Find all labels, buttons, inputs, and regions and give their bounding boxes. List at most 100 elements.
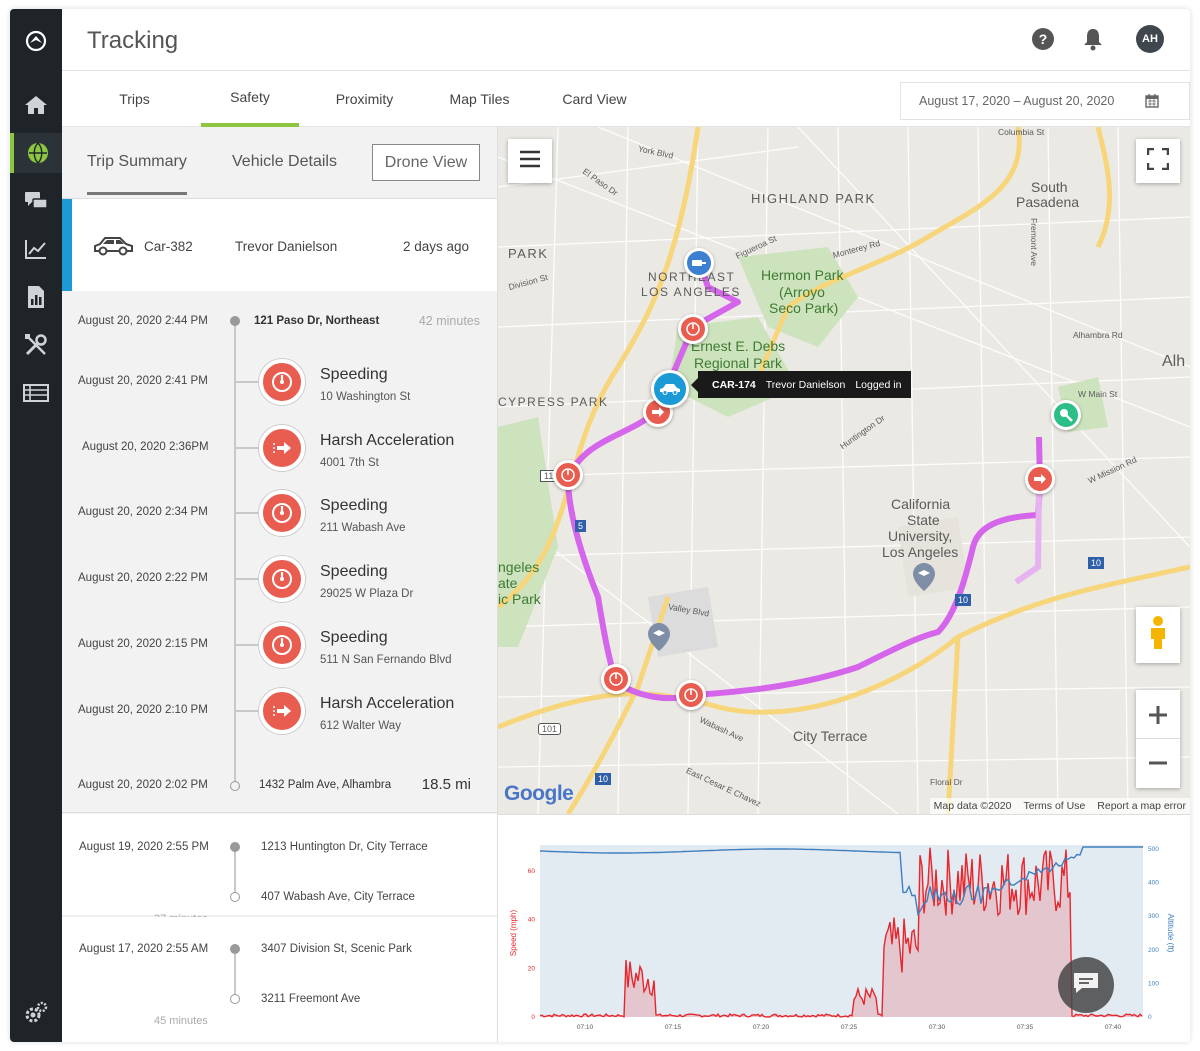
event-address: 4001 7th St <box>320 457 379 469</box>
university-pin-icon <box>913 563 935 596</box>
drone-view-button[interactable]: Drone View <box>372 144 480 181</box>
timeline-connector <box>234 512 260 514</box>
map-label: University, <box>888 528 953 544</box>
trip-start-time: August 20, 2020 2:44 PM <box>78 315 208 327</box>
fullscreen-icon <box>1146 147 1170 175</box>
right-axis-tick: 0 <box>1148 1014 1152 1021</box>
subtab-vehicle-details[interactable]: Vehicle Details <box>232 153 337 170</box>
timeline-connector <box>234 447 260 449</box>
tab-proximity[interactable]: Proximity <box>335 91 394 107</box>
terms-link[interactable]: Terms of Use <box>1023 800 1086 812</box>
chart-canvas: 0 20 40 60 0 100 200 300 400 500 07:10 07:15 07:20 07… <box>509 845 1175 1031</box>
left-axis-title: Speed (mph) <box>509 910 518 957</box>
avatar[interactable]: AH <box>1136 25 1164 53</box>
zoom-in-icon[interactable] <box>1136 691 1180 739</box>
event-address: 211 Wabash Ave <box>320 522 406 534</box>
vehicle-row[interactable]: Car-382 Trevor Danielson 2 days ago <box>62 199 497 291</box>
chart-icon[interactable] <box>10 229 62 269</box>
altitude-line <box>539 846 1143 917</box>
tooltip-driver: Trevor Danielson <box>765 378 846 391</box>
map-label: Regional Park <box>694 355 782 371</box>
vehicle-name: Car-382 <box>144 239 193 254</box>
timeline-line <box>234 847 236 897</box>
trip-end-marker[interactable] <box>1051 400 1081 430</box>
logo-icon[interactable] <box>10 21 62 61</box>
x-axis-tick: 07:35 <box>1017 1024 1034 1031</box>
chat-button[interactable] <box>1058 957 1114 1013</box>
event-type: Speeding <box>320 366 388 383</box>
x-axis-tick: 07:25 <box>841 1024 858 1031</box>
map-label: Ernest E. Debs <box>691 338 786 354</box>
report-link[interactable]: Report a map error <box>1097 800 1186 812</box>
street-label: Alhambra Rd <box>1073 330 1123 340</box>
fullscreen-button[interactable] <box>1136 139 1180 183</box>
zoom-out-icon[interactable] <box>1136 739 1180 787</box>
speeding-marker[interactable] <box>601 664 631 694</box>
trip-to: 3211 Freemont Ave <box>261 993 361 1005</box>
trip-distance: 18.5 mi <box>421 776 471 793</box>
map[interactable]: HIGHLAND PARK South Pasadena PARK NORTHE… <box>498 127 1190 814</box>
event-address: 29025 W Plaza Dr <box>320 588 414 600</box>
home-icon[interactable] <box>10 85 62 125</box>
trip-start-dot <box>230 842 240 852</box>
trip-end-dot <box>230 781 240 791</box>
globe-icon[interactable] <box>10 133 62 173</box>
trip-start-address: 121 Paso Dr, Northeast <box>254 315 380 327</box>
event-time: August 20, 2020 2:10 PM <box>78 704 208 716</box>
svg-text:?: ? <box>1039 31 1048 47</box>
highway-shield: 5 <box>575 520 587 532</box>
speeding-marker[interactable] <box>553 460 583 490</box>
map-label: ic Park <box>498 591 541 607</box>
trip-card[interactable]: August 17, 2020 2:55 AM 3407 Division St… <box>62 917 497 1042</box>
date-range-picker[interactable]: August 17, 2020 – August 20, 2020 <box>900 82 1190 120</box>
event-type: Harsh Acceleration <box>320 695 455 712</box>
tools-icon[interactable] <box>10 325 62 365</box>
map-label: ate <box>498 575 518 591</box>
tab-map-tiles[interactable]: Map Tiles <box>449 91 510 107</box>
list-icon[interactable] <box>10 373 62 413</box>
tab-safety[interactable]: Safety <box>201 71 299 127</box>
subtab-trip-summary[interactable]: Trip Summary <box>87 153 187 195</box>
trip-end-address: 1432 Palm Ave, Alhambra <box>259 779 392 791</box>
speeding-marker[interactable] <box>676 680 706 710</box>
bell-icon[interactable] <box>1081 27 1105 51</box>
x-axis-tick: 07:15 <box>665 1024 682 1031</box>
report-icon[interactable] <box>10 277 62 317</box>
help-icon[interactable]: ? <box>1031 27 1055 51</box>
right-axis-tick: 200 <box>1148 947 1159 954</box>
map-label: State <box>907 512 940 528</box>
speeding-marker[interactable] <box>678 314 708 344</box>
street-view-button[interactable] <box>1136 607 1180 663</box>
map-label: California <box>891 496 951 512</box>
street-label: Fremont Ave <box>1029 217 1040 267</box>
map-label: Hermon Park <box>761 267 844 283</box>
hamburger-icon <box>519 150 541 173</box>
chart-ticks: 0 20 40 60 0 100 200 300 400 500 07:10 07:15 07:20 07… <box>528 846 1159 1031</box>
map-label: PARK <box>508 246 549 261</box>
tab-bar: Trips Safety Proximity Map Tiles Card Vi… <box>62 71 1190 127</box>
driver-name: Trevor Danielson <box>235 239 338 254</box>
trip-from: 1213 Huntington Dr, City Terrace <box>261 841 428 853</box>
gear-icon[interactable] <box>10 993 62 1033</box>
map-label: HIGHLAND PARK <box>751 191 876 206</box>
page-title: Tracking <box>87 27 179 54</box>
map-footer: Map data ©2020 Terms of Use Report a map… <box>929 798 1190 814</box>
right-axis-tick: 500 <box>1148 846 1159 853</box>
event-time: August 20, 2020 2:41 PM <box>78 375 208 387</box>
street-label: W Main St <box>1078 389 1118 399</box>
messages-icon[interactable] <box>10 181 62 221</box>
map-label: Seco Park) <box>769 300 839 316</box>
tab-card-view[interactable]: Card View <box>562 91 627 107</box>
menu-button[interactable] <box>508 139 552 183</box>
trip-start-marker[interactable] <box>684 248 714 278</box>
trip-duration: 42 minutes <box>418 314 480 328</box>
tab-trips[interactable]: Trips <box>119 91 150 107</box>
harsh-acceleration-marker[interactable] <box>1025 464 1055 494</box>
vehicle-location-marker[interactable] <box>651 370 689 408</box>
zoom-control <box>1136 690 1180 788</box>
speed-altitude-chart: 0 20 40 60 0 100 200 300 400 500 07:10 07:15 07:20 07… <box>498 814 1190 1042</box>
timeline-connector <box>234 644 260 646</box>
trip-card[interactable]: August 19, 2020 2:55 PM 1213 Huntington … <box>62 814 497 925</box>
event-time: August 20, 2020 2:36PM <box>82 441 209 453</box>
trip-end-dot <box>230 892 240 902</box>
